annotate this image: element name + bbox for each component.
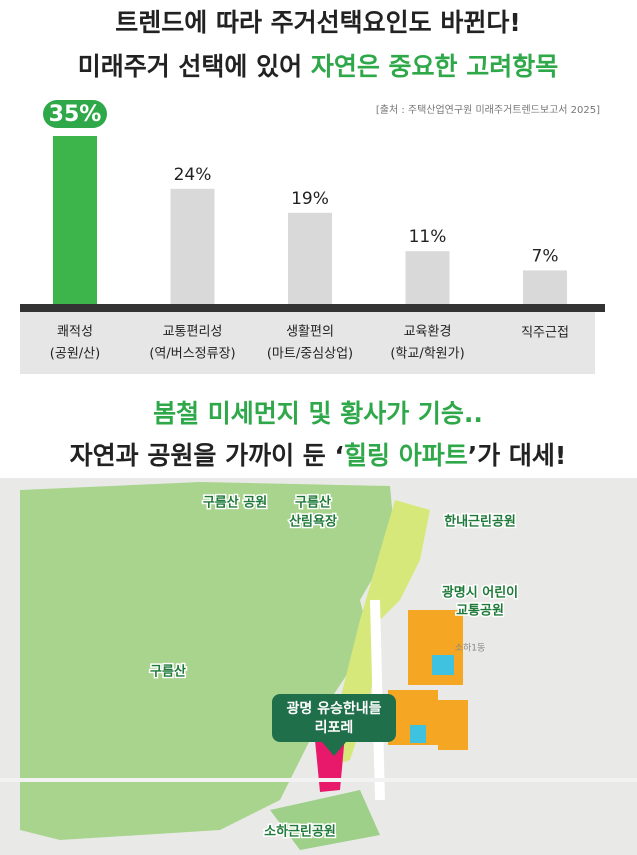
x-tick-label: 쾌적성 xyxy=(57,325,93,340)
baseline xyxy=(20,304,605,312)
x-tick-label: 교육환경 xyxy=(404,325,452,340)
x-tick-label: 직주근접 xyxy=(521,326,569,341)
bar xyxy=(288,212,332,304)
x-tick-sublabel: (마트/중심상업) xyxy=(267,347,353,362)
title-line1: 트렌드에 따라 주거선택요인도 바뀐다! xyxy=(115,8,521,37)
mountain xyxy=(20,482,395,840)
value-badge xyxy=(43,100,107,128)
x-tick-sublabel: (공원/산) xyxy=(50,347,100,362)
park xyxy=(270,790,380,850)
map-label: 구름산 xyxy=(150,664,186,680)
block xyxy=(410,725,426,743)
x-tick-label: 교통편리성 xyxy=(163,325,223,340)
s2-text: ’가 대세! xyxy=(468,441,567,470)
value-label: 35% xyxy=(49,102,102,127)
map-label: 광명시 어린이 xyxy=(442,585,518,601)
source: [출처 : 주택산업연구원 미래주거트렌드보고서 2025] xyxy=(376,103,600,116)
title-highlight: 자연은 중요한 고려항목 xyxy=(311,52,558,81)
value-label: 7% xyxy=(532,246,559,266)
bar xyxy=(170,188,215,304)
x-tick-sublabel: (학교/학원가) xyxy=(390,347,464,362)
bar-chart: 35% 쾌적성 (공원/산) 24% 교통편리성 (역/버스정류장) 19% 생활편의 (마트/… xyxy=(43,100,569,362)
map-label: 구름산 공원 xyxy=(203,495,267,511)
map-label: 산림욕장 xyxy=(289,514,337,530)
section2-line1: 봄철 미세먼지 및 황사가 기승.. xyxy=(153,399,483,428)
marker-pointer xyxy=(322,742,346,756)
s2-text: 봄철 미세먼지 및 황사가 기승.. xyxy=(153,399,483,428)
title-part: 미래주거 선택에 있어 xyxy=(78,52,311,81)
bar xyxy=(405,251,450,304)
marker-label: 리포레 xyxy=(315,720,354,736)
x-tick-sublabel: (역/버스정류장) xyxy=(149,347,235,362)
label-band xyxy=(20,312,595,374)
bar xyxy=(523,270,567,304)
map-label: 소하1동 xyxy=(455,643,486,654)
section2-line2: 자연과 공원을 가까이 둔 ‘힐링 아파트’가 대세! xyxy=(70,441,567,470)
map-label: 교통공원 xyxy=(456,604,504,619)
marker-box xyxy=(272,694,396,742)
map-label: 소하근린공원 xyxy=(264,824,336,840)
title-line2: 미래주거 선택에 있어 자연은 중요한 고려항목 xyxy=(78,52,559,81)
x-tick-label: 생활편의 xyxy=(286,325,334,340)
s2-highlight: 힐링 아파트 xyxy=(344,441,468,470)
map-label: 한내근린공원 xyxy=(444,514,516,530)
bar xyxy=(53,136,97,304)
map-label: 구름산 xyxy=(295,495,331,511)
value-label: 19% xyxy=(291,189,329,209)
value-label: 24% xyxy=(174,165,212,185)
s2-text: 자연과 공원을 가까이 둔 ‘ xyxy=(70,441,344,470)
block xyxy=(432,655,454,675)
block xyxy=(438,700,468,750)
value-label: 11% xyxy=(409,227,447,247)
marker-label: 광명 유승한내들 xyxy=(286,700,381,717)
